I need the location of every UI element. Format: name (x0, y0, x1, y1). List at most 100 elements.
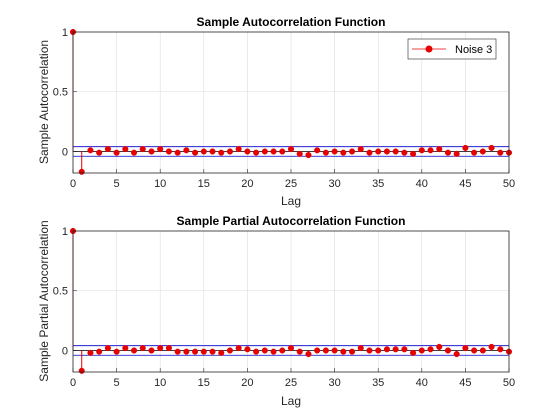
x-tick-label: 25 (285, 377, 297, 389)
stem-marker (322, 347, 329, 354)
stem-marker (287, 146, 295, 153)
pacf-y-label: Sample Partial Autocorrelation (37, 220, 51, 381)
stem-marker (383, 346, 390, 353)
stem-marker (253, 149, 260, 156)
stem-marker (401, 149, 408, 156)
x-tick-label: 50 (503, 377, 515, 389)
stem-marker (348, 348, 356, 355)
stem-marker (453, 351, 460, 358)
stem-marker (218, 349, 225, 356)
x-tick-label: 35 (372, 377, 384, 389)
stem-marker (383, 148, 390, 155)
y-tick-label: 1 (62, 27, 68, 39)
x-tick-label: 50 (503, 178, 515, 190)
stem-marker (183, 147, 190, 154)
stem-marker (165, 148, 172, 155)
x-tick-label: 5 (114, 377, 120, 389)
stem-marker (366, 149, 373, 156)
stem-marker (287, 345, 295, 352)
x-tick-label: 0 (70, 377, 76, 389)
stem-marker (418, 347, 425, 354)
stem-marker (96, 348, 103, 355)
stem-marker (331, 347, 338, 354)
stem-marker (209, 348, 216, 355)
stem-marker (270, 348, 277, 355)
pacf-y-ticks: 00.51 (53, 226, 77, 357)
stem-marker (235, 345, 242, 352)
x-tick-label: 45 (459, 377, 471, 389)
stem-marker (226, 148, 234, 155)
stem-marker (209, 148, 216, 155)
x-tick-label: 40 (416, 377, 428, 389)
stem-marker (348, 148, 356, 155)
x-tick-label: 30 (328, 377, 340, 389)
stem-marker (200, 148, 207, 155)
x-tick-label: 15 (198, 178, 210, 190)
x-tick-label: 10 (154, 178, 166, 190)
stem-marker (444, 347, 452, 354)
stem-marker (157, 146, 164, 153)
pacf-panel: 0 5 10 15 20 25 30 35 40 45 50 00.51 Sample Partia… (37, 214, 515, 408)
legend-entry: Noise 3 (455, 44, 492, 56)
stem-marker (340, 149, 347, 156)
stem-marker (392, 346, 399, 353)
stem-marker (410, 150, 417, 157)
stem-marker (279, 148, 286, 155)
stem-marker (113, 149, 120, 156)
stem-marker (314, 347, 321, 354)
stem-marker (279, 347, 286, 354)
stem-marker (305, 351, 312, 358)
stem-marker (331, 148, 338, 155)
stem-marker (418, 147, 425, 154)
stem-marker (192, 348, 199, 355)
stem-marker (253, 348, 260, 355)
stem-marker (122, 345, 129, 352)
x-tick-label: 10 (154, 377, 166, 389)
x-tick-label: 20 (241, 377, 253, 389)
stem-marker (427, 147, 434, 154)
stem-marker (497, 346, 504, 353)
stem-marker (122, 146, 129, 153)
stem-marker (375, 347, 382, 354)
stem-marker (462, 345, 469, 352)
acf-markers (69, 28, 513, 175)
stem-marker (471, 347, 478, 354)
stem-marker (244, 346, 251, 353)
stem-marker (401, 346, 408, 353)
stem-marker (357, 345, 364, 352)
stem-marker (139, 345, 146, 352)
stem-marker (375, 148, 382, 155)
stem-marker (183, 348, 190, 355)
x-tick-label: 40 (416, 178, 428, 190)
stem-marker (87, 147, 94, 154)
stem-marker (296, 348, 303, 355)
y-tick-label: 1 (62, 226, 68, 238)
pacf-title: Sample Partial Autocorrelation Function (177, 214, 406, 228)
x-tick-label: 20 (241, 178, 253, 190)
stem-marker (87, 349, 94, 356)
stem-marker (157, 345, 164, 352)
stem-marker (104, 146, 111, 153)
pacf-x-ticks: 0 5 10 15 20 25 30 35 40 45 50 (70, 368, 515, 389)
stem-marker (113, 348, 120, 355)
stem-marker (497, 149, 504, 156)
stem-marker (174, 149, 181, 156)
legend-marker (425, 45, 433, 53)
x-tick-label: 35 (372, 178, 384, 190)
stem-marker (174, 348, 181, 355)
stem-marker (436, 146, 443, 153)
y-tick-label: 0 (62, 345, 68, 357)
stem-marker (218, 149, 225, 156)
stem-marker (226, 347, 234, 354)
pacf-x-label: Lag (281, 394, 301, 408)
x-tick-label: 45 (459, 178, 471, 190)
x-tick-label: 0 (70, 178, 76, 190)
stem-marker (192, 149, 199, 156)
acf-x-ticks: 0 5 10 15 20 25 30 35 40 45 50 (70, 169, 515, 190)
stem-marker (479, 347, 486, 354)
acf-x-label: Lag (281, 194, 301, 208)
stem-marker (488, 343, 495, 350)
stem-marker (314, 147, 321, 154)
stem-marker (410, 349, 417, 356)
